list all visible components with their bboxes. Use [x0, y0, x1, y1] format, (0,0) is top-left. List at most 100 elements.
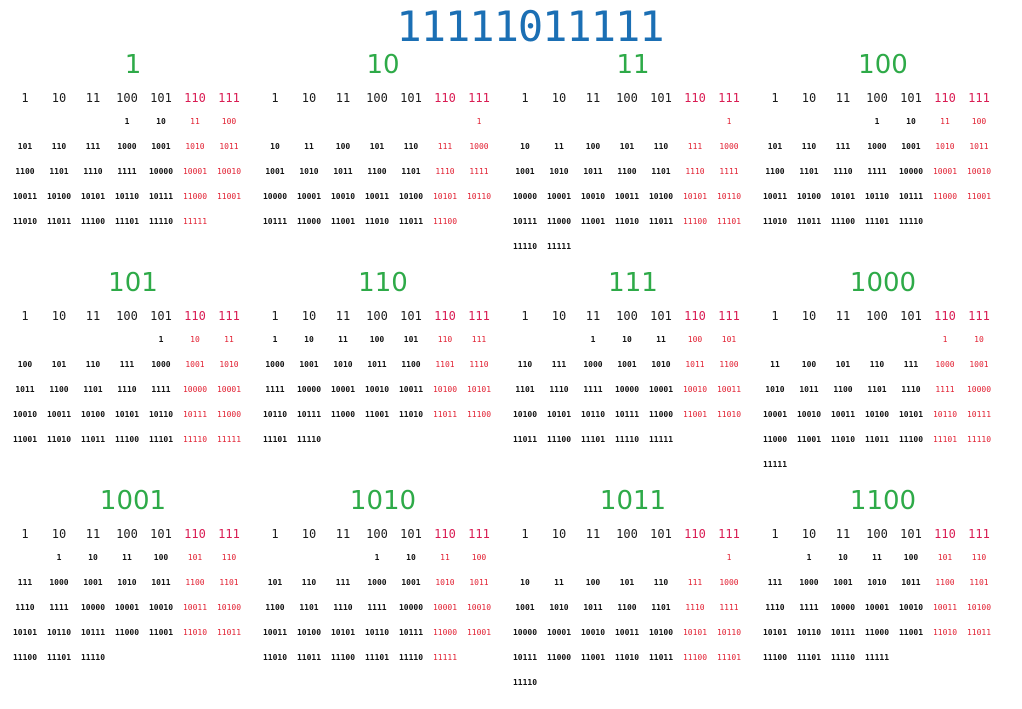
header-cell: 101	[650, 309, 672, 323]
grid-cell: 110	[403, 142, 419, 151]
grid-cell: 11001	[580, 653, 606, 662]
grid-cell: 11	[338, 335, 348, 344]
grid-cell: 1111	[719, 167, 739, 176]
grid-cell: 110	[801, 142, 817, 151]
grid-cell: 100	[153, 553, 169, 562]
grid-cell: 10010	[580, 628, 606, 637]
header-cell: 11	[585, 527, 601, 541]
grid-cell: 1	[56, 553, 62, 562]
grid-cell: 11101	[262, 435, 288, 444]
grid-cell: 10000	[262, 192, 288, 201]
grid-cell: 10011	[932, 603, 958, 612]
month-panel: 11 1 10 11 100 101 110 111 1 10 11 100 101 110 111 1000…	[508, 50, 758, 260]
grid-cell: 11110	[830, 653, 856, 662]
grid-cell: 1101	[651, 167, 671, 176]
grid-cell: 11011	[966, 628, 992, 637]
grid-cell: 10001	[546, 628, 572, 637]
grid-cell: 11110	[80, 653, 106, 662]
grid-cell: 10001	[114, 603, 140, 612]
grid-cell: 11010	[182, 628, 208, 637]
grid-cell: 11011	[512, 435, 538, 444]
grid-cell: 10110	[148, 410, 174, 419]
grid-cell: 1011	[151, 578, 171, 587]
grid-cell: 10	[622, 335, 632, 344]
grid-cell: 101	[721, 335, 737, 344]
grid-cell: 10010	[966, 167, 992, 176]
grid-cell: 10011	[398, 385, 424, 394]
grid-cell: 10000	[512, 192, 538, 201]
grid-cell: 10	[156, 117, 166, 126]
header-cell: 1	[21, 309, 29, 323]
month-panel: 111 1 10 11 100 101 110 111 1 10 11 100 101 110 111 100…	[508, 268, 758, 478]
grid-cell: 11011	[432, 410, 458, 419]
grid-cell: 10110	[364, 628, 390, 637]
header-cell: 11	[85, 309, 101, 323]
grid-cell: 1110	[685, 603, 705, 612]
grid-cell: 11110	[296, 435, 322, 444]
header-cell: 101	[400, 309, 422, 323]
grid-cell: 10010	[12, 410, 38, 419]
grid-cell: 1111	[117, 167, 137, 176]
grid-cell: 10101	[898, 410, 924, 419]
grid-cell: 11000	[762, 435, 788, 444]
header-cell: 10	[301, 309, 317, 323]
grid-cell: 101	[267, 578, 283, 587]
header-cell: 101	[900, 527, 922, 541]
header-cell: 111	[468, 91, 490, 105]
grid-cell: 10001	[296, 192, 322, 201]
header-cell: 101	[150, 309, 172, 323]
grid-cell: 1010	[185, 142, 205, 151]
panel-title: 1000	[849, 268, 917, 298]
grid-cell: 101	[619, 142, 635, 151]
grid-cell: 10110	[114, 192, 140, 201]
grid-cell: 1011	[219, 142, 239, 151]
grid-cell: 1011	[583, 603, 603, 612]
grid-cell: 11	[190, 117, 200, 126]
grid-cell: 1100	[367, 167, 387, 176]
grid-cell: 11000	[932, 192, 958, 201]
header-cell: 110	[934, 91, 956, 105]
grid-cell: 10	[974, 335, 984, 344]
grid-cell: 1011	[969, 142, 989, 151]
grid-cell: 11110	[148, 217, 174, 226]
grid-cell: 110	[51, 142, 67, 151]
grid-cell: 11100	[830, 217, 856, 226]
grid-cell: 10011	[262, 628, 288, 637]
grid-cell: 1	[476, 117, 482, 126]
grid-cell: 11101	[796, 653, 822, 662]
grid-cell: 11010	[12, 217, 38, 226]
grid-cell: 11110	[966, 435, 992, 444]
grid-cell: 10101	[762, 628, 788, 637]
grid-cell: 1110	[333, 603, 353, 612]
grid-cell: 10111	[966, 410, 992, 419]
month-panel: 1000 1 10 11 100 101 110 111 1 10 11 100 101 110 111 10…	[758, 268, 1008, 478]
grid-cell: 10000	[966, 385, 992, 394]
grid-cell: 1111	[719, 603, 739, 612]
grid-cell: 11110	[398, 653, 424, 662]
grid-cell: 110	[517, 360, 533, 369]
grid-cell: 11010	[716, 410, 742, 419]
header-cell: 111	[718, 309, 740, 323]
grid-cell: 1	[726, 553, 732, 562]
grid-cell: 100	[687, 335, 703, 344]
grid-cell: 10000	[296, 385, 322, 394]
grid-cell: 1101	[401, 167, 421, 176]
grid-cell: 10000	[512, 628, 538, 637]
header-cell: 10	[51, 91, 67, 105]
grid-cell: 111	[551, 360, 567, 369]
grid-cell: 11100	[898, 435, 924, 444]
grid-cell: 11111	[864, 653, 890, 662]
grid-cell: 1100	[833, 385, 853, 394]
panel-title: 111	[608, 268, 658, 298]
header-cell: 11	[335, 91, 351, 105]
grid-cell: 10100	[432, 385, 458, 394]
panel-title: 1010	[349, 486, 417, 516]
grid-cell: 1101	[515, 385, 535, 394]
grid-cell: 1100	[265, 603, 285, 612]
grid-cell: 11100	[432, 217, 458, 226]
grid-cell: 11100	[330, 653, 356, 662]
grid-cell: 1110	[83, 167, 103, 176]
grid-cell: 1000	[367, 578, 387, 587]
grid-cell: 1000	[117, 142, 137, 151]
grid-cell: 10110	[716, 192, 742, 201]
